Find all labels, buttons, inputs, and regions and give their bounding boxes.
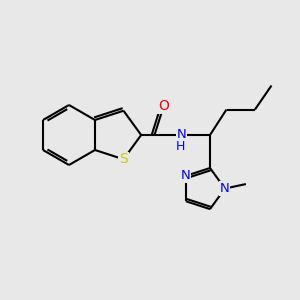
Text: N: N <box>177 128 186 142</box>
Text: O: O <box>158 100 169 113</box>
Text: N: N <box>181 169 191 182</box>
Text: H: H <box>176 140 186 153</box>
Text: S: S <box>119 152 128 166</box>
Text: N: N <box>220 182 230 195</box>
